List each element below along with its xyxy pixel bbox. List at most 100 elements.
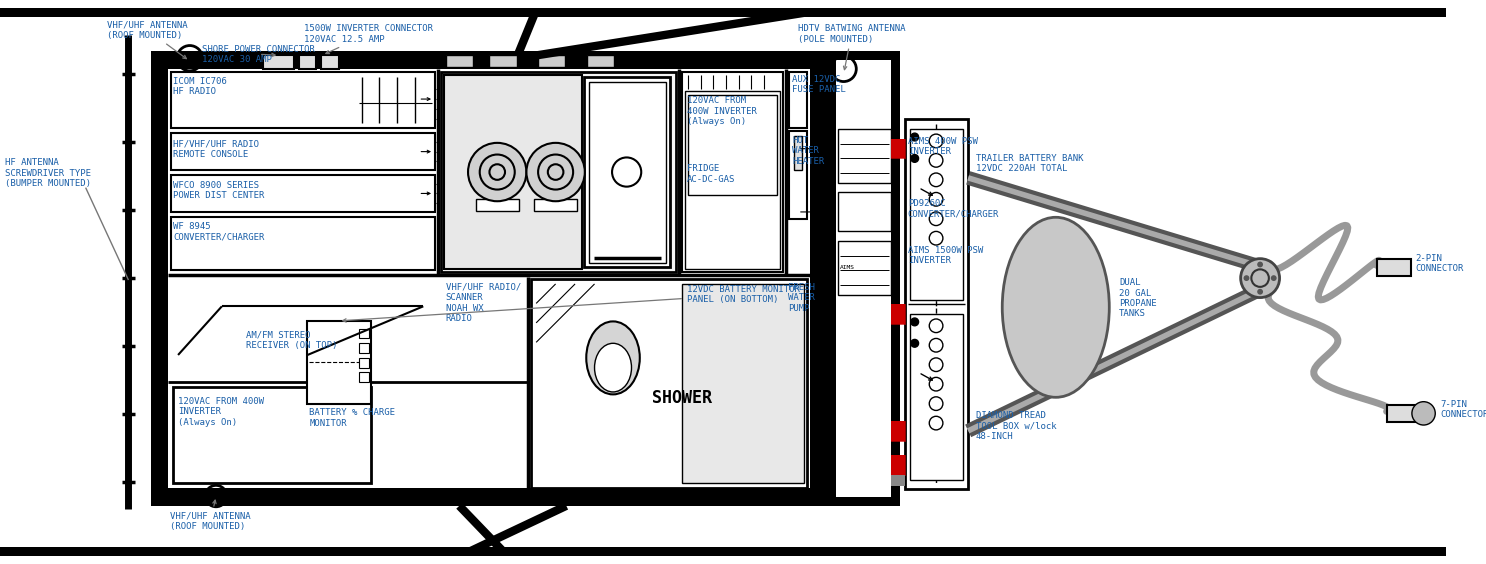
Circle shape [1412, 402, 1435, 425]
Bar [476, 199, 519, 211]
Bar [828, 51, 901, 506]
Bar [892, 421, 905, 440]
Bar [308, 321, 370, 404]
Bar [794, 136, 802, 170]
Bar [263, 55, 294, 69]
Text: HF/VHF/UHF RADIO
REMOTE CONSOLE: HF/VHF/UHF RADIO REMOTE CONSOLE [174, 140, 259, 160]
Bar [835, 60, 892, 497]
Text: 1500W INVERTER CONNECTOR
120VAC 12.5 AMP: 1500W INVERTER CONNECTOR 120VAC 12.5 AMP [303, 24, 432, 54]
Bar [682, 284, 804, 483]
Bar [584, 77, 670, 267]
Bar [789, 131, 807, 219]
Bar [1378, 259, 1410, 276]
Bar [892, 139, 905, 158]
Bar [538, 55, 565, 67]
Circle shape [1271, 275, 1276, 281]
Text: HF ANTENNA
SCREWDRIVER TYPE
(BUMPER MOUNTED): HF ANTENNA SCREWDRIVER TYPE (BUMPER MOUN… [4, 158, 91, 188]
Bar [538, 55, 565, 67]
Text: DUAL
20 GAL
PROPANE
TANKS: DUAL 20 GAL PROPANE TANKS [1119, 278, 1156, 318]
Bar [168, 69, 810, 488]
Bar [299, 55, 317, 69]
Bar [892, 455, 905, 475]
Bar [360, 358, 369, 368]
Text: WFCO 8900 SERIES
POWER DIST CENTER: WFCO 8900 SERIES POWER DIST CENTER [174, 181, 265, 200]
Text: AIMS 400W PSW
INVERTER: AIMS 400W PSW INVERTER [908, 137, 978, 156]
Text: SHOWER: SHOWER [652, 389, 712, 407]
Bar [789, 72, 807, 128]
Text: FRESH
WATER
PUMP: FRESH WATER PUMP [788, 283, 814, 313]
Circle shape [911, 318, 918, 326]
Text: 120VAC FROM 400W
INVERTER
(Always On): 120VAC FROM 400W INVERTER (Always On) [178, 397, 265, 426]
Bar [171, 175, 435, 212]
Circle shape [1244, 275, 1250, 281]
Text: WF 8945
CONVERTER/CHARGER: WF 8945 CONVERTER/CHARGER [174, 222, 265, 241]
Bar [682, 72, 783, 272]
Bar [533, 199, 577, 211]
Ellipse shape [587, 321, 640, 394]
Bar [587, 55, 614, 67]
Ellipse shape [1002, 217, 1109, 397]
Bar [0, 7, 1446, 17]
Bar [360, 372, 369, 382]
Text: 7-PIN
CONNECTOR: 7-PIN CONNECTOR [1440, 400, 1486, 419]
Text: HDTV BATWING ANTENNA
(POLE MOUNTED): HDTV BATWING ANTENNA (POLE MOUNTED) [798, 24, 905, 70]
Bar [892, 421, 905, 440]
Bar [171, 217, 435, 270]
Bar [441, 72, 676, 272]
Bar [838, 129, 892, 183]
Bar [321, 55, 339, 69]
Text: DIAMOND TREAD
TOOL BOX w/lock
48-INCH: DIAMOND TREAD TOOL BOX w/lock 48-INCH [976, 411, 1057, 441]
Bar [150, 51, 828, 69]
Bar [446, 55, 473, 67]
Circle shape [526, 143, 585, 201]
Bar [892, 475, 905, 486]
Bar [360, 343, 369, 353]
Circle shape [911, 340, 918, 347]
Bar [588, 82, 666, 262]
Bar [810, 51, 828, 506]
Bar [446, 55, 473, 67]
Bar [909, 314, 963, 479]
Bar [150, 488, 828, 506]
Text: 12VDC BATTERY MONITOR
PANEL (ON BOTTOM): 12VDC BATTERY MONITOR PANEL (ON BOTTOM) [343, 285, 799, 322]
Bar [0, 547, 1446, 557]
Bar [892, 139, 905, 158]
Bar [587, 55, 614, 67]
Text: VHF/UHF ANTENNA
(ROOF MOUNTED): VHF/UHF ANTENNA (ROOF MOUNTED) [107, 20, 187, 59]
Ellipse shape [594, 343, 632, 392]
Circle shape [911, 155, 918, 162]
Bar [360, 329, 369, 338]
Bar [892, 305, 905, 324]
Text: AUX 12VDC
FUSE PANEL: AUX 12VDC FUSE PANEL [792, 75, 846, 94]
Bar [892, 455, 905, 475]
Bar [909, 129, 963, 299]
Bar [838, 241, 892, 294]
Bar [685, 91, 780, 270]
Bar [1386, 404, 1424, 422]
Text: AIMS 1500W PSW
INVERTER: AIMS 1500W PSW INVERTER [908, 246, 984, 266]
Text: VHF/UHF RADIO/
SCANNER
NOAH WX
RADIO: VHF/UHF RADIO/ SCANNER NOAH WX RADIO [446, 283, 522, 323]
Bar [489, 55, 517, 67]
Text: TRAILER BATTERY BANK
12VDC 220AH TOTAL: TRAILER BATTERY BANK 12VDC 220AH TOTAL [976, 153, 1083, 173]
Bar [892, 305, 905, 324]
Text: AIMS: AIMS [840, 266, 854, 271]
Circle shape [911, 133, 918, 141]
Circle shape [468, 143, 526, 201]
Bar [150, 51, 168, 506]
Text: SHORE POWER CONNECTOR
120VAC 30 AMP: SHORE POWER CONNECTOR 120VAC 30 AMP [202, 45, 315, 64]
Bar [174, 387, 370, 483]
Bar [444, 75, 583, 270]
Bar [838, 192, 892, 231]
Text: AM/FM STEREO
RECEIVER (ON TOP): AM/FM STEREO RECEIVER (ON TOP) [247, 331, 337, 350]
Bar [171, 133, 435, 170]
Text: 2-PIN
CONNECTOR: 2-PIN CONNECTOR [1416, 254, 1464, 273]
Text: FRIDGE
AC-DC-GAS: FRIDGE AC-DC-GAS [687, 164, 736, 184]
Text: VHF/UHF ANTENNA
(ROOF MOUNTED): VHF/UHF ANTENNA (ROOF MOUNTED) [171, 500, 251, 531]
Text: ICOM IC706
HF RADIO: ICOM IC706 HF RADIO [174, 77, 227, 96]
Bar [489, 55, 517, 67]
Text: 120VAC FROM
400W INVERTER
(Always On): 120VAC FROM 400W INVERTER (Always On) [687, 96, 756, 126]
Circle shape [1257, 289, 1263, 294]
Text: HOT
WATER
HEATER: HOT WATER HEATER [792, 136, 825, 166]
Circle shape [1257, 262, 1263, 267]
Text: PD9260C
CONVERTER/CHARGER: PD9260C CONVERTER/CHARGER [908, 199, 999, 219]
